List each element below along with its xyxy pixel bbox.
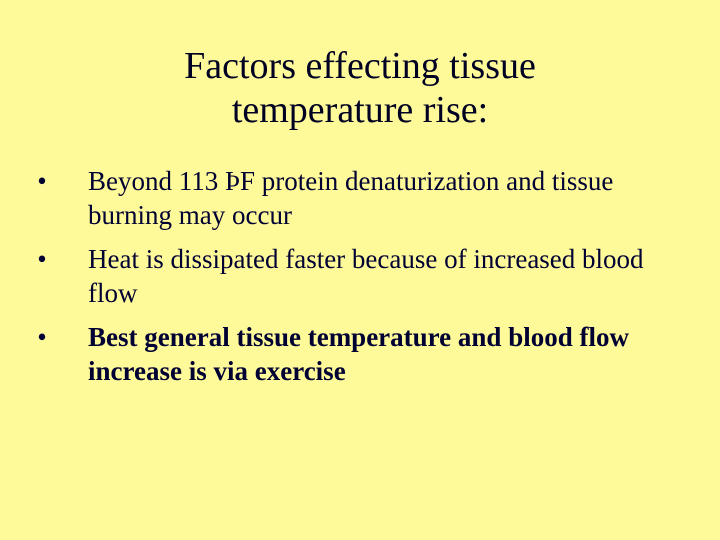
bullet-item-1: • Beyond 113 ÞF protein denaturization a… <box>30 164 670 232</box>
bullet-marker: • <box>37 322 47 352</box>
title-line-1: Factors effecting tissue <box>184 45 536 87</box>
slide-title: Factors effecting tissue temperature ris… <box>60 44 660 132</box>
bullet-marker: • <box>37 244 47 274</box>
bullet-list: • Beyond 113 ÞF protein denaturization a… <box>30 164 670 398</box>
bullet-item-2: • Heat is dissipated faster because of i… <box>30 242 670 310</box>
bullet-text: Best general tissue temperature and bloo… <box>88 322 629 386</box>
bullet-text: Beyond 113 ÞF protein denaturization and… <box>88 166 614 230</box>
bullet-item-3: • Best general tissue temperature and bl… <box>30 320 670 388</box>
bullet-text: Heat is dissipated faster because of inc… <box>88 244 644 308</box>
bullet-marker: • <box>37 166 47 196</box>
title-line-2: temperature rise: <box>231 89 489 131</box>
